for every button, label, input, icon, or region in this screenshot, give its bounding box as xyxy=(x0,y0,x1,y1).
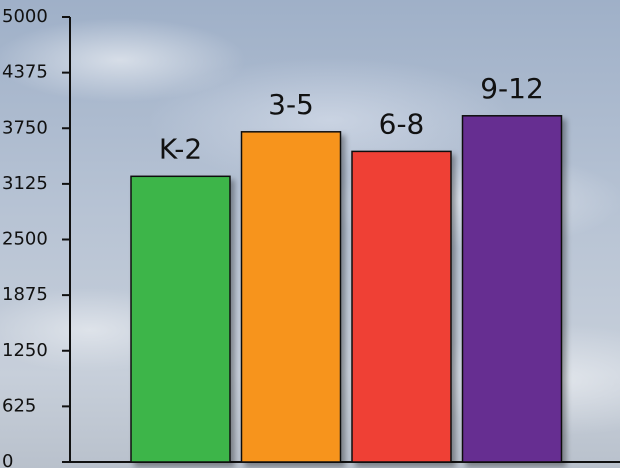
y-tick-label: 2500 xyxy=(2,229,48,250)
bar xyxy=(131,176,230,462)
chart: 0 625 1250 1875 2500 3125 3750 4375 5000 K-2 3-5 6-… xyxy=(0,0,620,468)
page: {"chart_data": {"type": "bar", "categori… xyxy=(0,0,620,468)
y-tick-label: 4375 xyxy=(2,62,48,83)
y-tick-label: 0 xyxy=(2,451,13,468)
bar xyxy=(242,132,341,462)
bar xyxy=(352,151,451,462)
category-label: 9-12 xyxy=(480,72,544,105)
bar xyxy=(463,116,562,462)
y-tick-label: 3750 xyxy=(2,117,48,138)
y-tick-label: 1875 xyxy=(2,284,48,305)
y-tick-label: 3125 xyxy=(2,173,48,194)
y-tick-label: 625 xyxy=(2,395,36,416)
y-tick-label: 1250 xyxy=(2,340,48,361)
category-label: 6-8 xyxy=(379,107,425,140)
category-label: K-2 xyxy=(159,132,202,165)
category-label: 3-5 xyxy=(268,88,314,121)
y-tick-label: 5000 xyxy=(2,6,48,27)
